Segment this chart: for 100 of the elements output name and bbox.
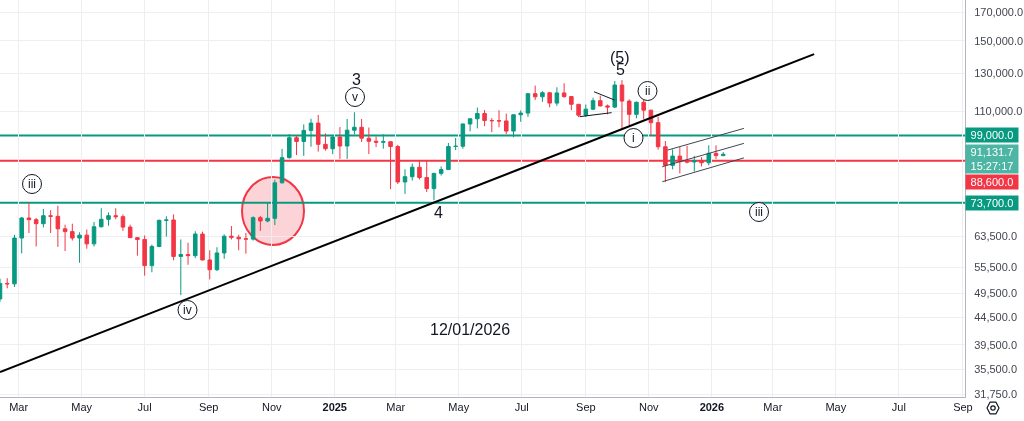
x-tick-label: Sep (953, 401, 973, 414)
candlestick (120, 213, 126, 232)
x-tick-label: 2025 (322, 401, 347, 414)
candlestick (236, 234, 241, 251)
candlestick (720, 151, 726, 157)
candlestick (4, 277, 10, 289)
candlestick (431, 172, 437, 201)
candlestick (164, 215, 169, 238)
candlestick (127, 224, 133, 239)
candlestick (178, 238, 184, 296)
candlestick (598, 95, 603, 108)
candlestick (655, 116, 661, 151)
candlestick (193, 230, 198, 259)
candlestick (475, 107, 480, 129)
annotation: iv (183, 303, 192, 317)
y-tick-label: 44,500.0 (974, 311, 1018, 324)
annotation: iii (755, 205, 763, 219)
candlestick (200, 231, 205, 261)
x-tick-label: Jul (891, 401, 906, 414)
candlestick (12, 234, 17, 288)
candlestick (315, 114, 321, 153)
candlestick (706, 144, 712, 166)
ref-line-label: 73,700.0 (970, 197, 1014, 209)
candlestick (634, 100, 639, 119)
candlestick (446, 142, 451, 171)
x-tick-label: May (71, 401, 93, 414)
candlestick (467, 117, 473, 132)
candlestick (62, 224, 68, 252)
y-tick-label: 35,500.0 (974, 362, 1018, 375)
x-tick-label: Sep (576, 401, 596, 414)
x-tick-label: Mar (386, 401, 406, 414)
y-tick-label: 49,500.0 (974, 287, 1018, 300)
x-tick-label: Nov (639, 401, 660, 414)
y-tick-label: 130,000.0 (974, 67, 1024, 80)
candlestick (323, 132, 328, 152)
annotation: 12/01/2026 (430, 321, 511, 338)
candlestick (489, 117, 495, 133)
candlestick (409, 163, 415, 182)
annotation: 3 (352, 71, 361, 88)
candlestick (561, 82, 567, 99)
candlestick (576, 103, 581, 118)
candlestick (26, 202, 32, 234)
candlestick (366, 127, 372, 155)
y-tick-label: 170,000.0 (974, 6, 1024, 19)
candlestick (106, 211, 111, 227)
candlestick (19, 216, 24, 254)
annotation: iii (28, 177, 36, 191)
candlestick (185, 242, 191, 266)
candlestick (55, 205, 61, 248)
candlestick (294, 135, 299, 156)
candlestick (590, 97, 596, 111)
candlestick (207, 249, 213, 280)
candlestick (77, 231, 82, 264)
candlestick (156, 219, 162, 248)
candlestick (605, 103, 610, 115)
x-tick-label: Jul (137, 401, 152, 414)
x-tick-label: Nov (261, 401, 283, 414)
candlestick (569, 95, 574, 111)
candlestick (113, 207, 118, 220)
candlestick (250, 215, 256, 242)
candlestick (221, 233, 227, 260)
x-tick-label: 2026 (699, 401, 725, 414)
x-tick-label: Mar (9, 401, 29, 414)
candlestick (518, 109, 523, 123)
candlestick (453, 137, 458, 151)
candlestick (641, 98, 646, 120)
y-tick-label: 39,500.0 (974, 338, 1018, 351)
x-tick-label: May (448, 401, 470, 414)
candlestick (243, 232, 249, 255)
ref-line-label: 88,600.0 (970, 176, 1014, 188)
candlestick (135, 236, 140, 257)
candlestick (532, 85, 538, 101)
candlestick (619, 79, 625, 130)
x-tick-label: Jul (514, 401, 529, 414)
candlestick (70, 223, 75, 242)
candlestick (482, 109, 487, 127)
annotation: i (632, 131, 635, 145)
candlestick (48, 209, 53, 234)
candlestick (554, 86, 560, 107)
candlestick (438, 165, 444, 177)
candlestick (402, 168, 408, 195)
annotation: 4 (434, 204, 443, 221)
candlestick (692, 155, 697, 172)
candlestick (525, 93, 531, 118)
candlestick (229, 225, 234, 240)
candlestick (626, 98, 632, 126)
x-tick-label: Sep (198, 401, 219, 414)
candlestick (258, 215, 263, 232)
y-tick-label: 110,000.0 (974, 105, 1023, 118)
candlestick (171, 213, 176, 261)
candlestick (547, 91, 552, 108)
candlestick (214, 246, 220, 272)
candlestick (503, 113, 509, 135)
candlestick (84, 229, 90, 250)
candlestick (373, 136, 379, 148)
y-tick-label: 63,500.0 (974, 230, 1018, 243)
candlestick (149, 244, 155, 273)
candlestick (359, 118, 364, 143)
candlestick (98, 207, 104, 228)
y-tick-label: 150,000.0 (974, 34, 1024, 47)
